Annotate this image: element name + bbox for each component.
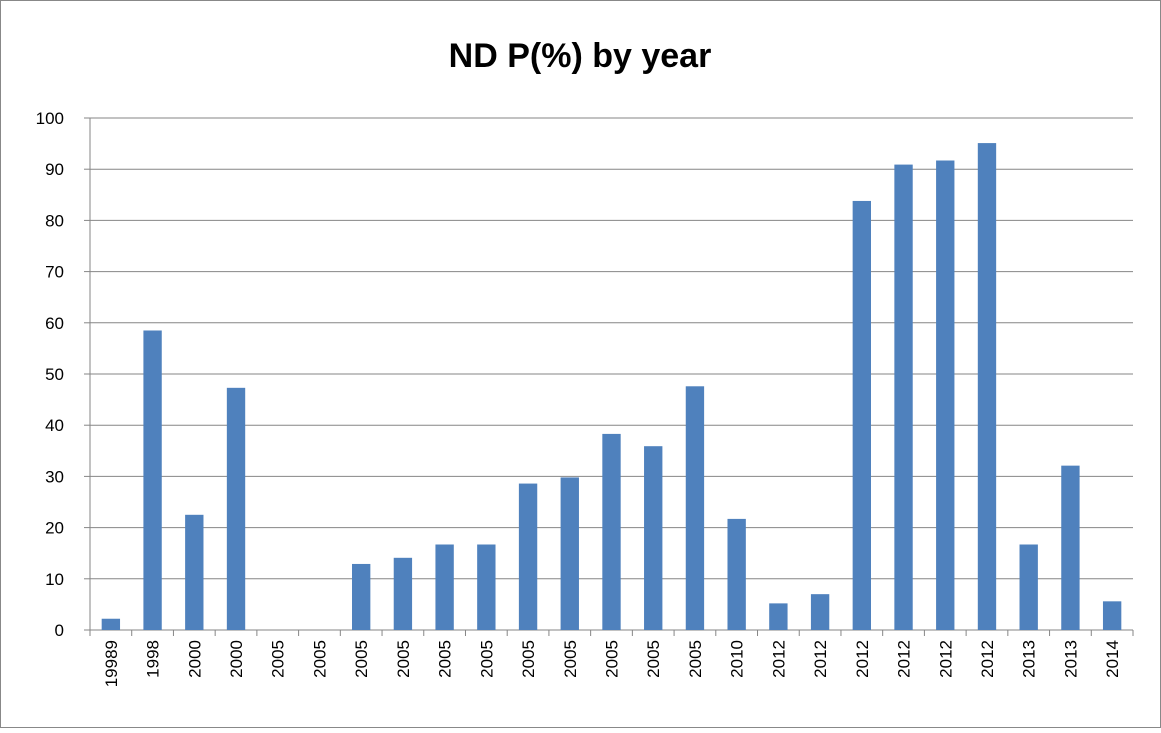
bar xyxy=(226,387,246,630)
x-tick-label: 2012 xyxy=(978,640,997,678)
bar xyxy=(560,477,579,630)
bar xyxy=(769,603,788,630)
x-tick-label: 2012 xyxy=(811,640,830,678)
bar xyxy=(977,143,997,630)
bar xyxy=(727,518,746,630)
bar xyxy=(518,483,538,630)
y-tick-label: 20 xyxy=(45,519,64,538)
y-tick-label: 30 xyxy=(45,467,64,486)
x-tick-label: 2010 xyxy=(728,640,747,678)
y-tick-label: 50 xyxy=(45,365,64,384)
bar xyxy=(852,200,871,630)
bar xyxy=(435,544,454,630)
bar xyxy=(685,386,705,630)
x-tick-label: 2005 xyxy=(644,640,663,678)
y-tick-label: 40 xyxy=(45,416,64,435)
bar xyxy=(101,618,121,630)
x-tick-label: 2000 xyxy=(185,640,204,678)
chart-title: ND P(%) by year xyxy=(449,37,712,75)
x-tick-label: 2013 xyxy=(1020,640,1039,678)
bar xyxy=(1102,601,1122,630)
bar xyxy=(602,433,621,630)
bar xyxy=(810,594,830,630)
x-tick-label: 2005 xyxy=(310,640,329,678)
bar xyxy=(185,514,204,630)
x-tick-label: 2005 xyxy=(519,640,538,678)
y-tick-label: 60 xyxy=(45,314,64,333)
x-tick-label: 2005 xyxy=(561,640,580,678)
x-tick-label: 2005 xyxy=(436,640,455,678)
bar xyxy=(936,160,955,630)
x-tick-label: 2013 xyxy=(1061,640,1080,678)
x-tick-label: 2005 xyxy=(269,640,288,678)
y-tick-label: 90 xyxy=(45,160,64,179)
x-tick-label: 19989 xyxy=(102,640,121,687)
bar xyxy=(477,544,496,630)
bar xyxy=(352,563,371,630)
bar xyxy=(1019,544,1038,630)
x-tick-label: 2012 xyxy=(936,640,955,678)
x-tick-label: 2005 xyxy=(603,640,622,678)
x-tick-label: 2012 xyxy=(895,640,914,678)
x-tick-label: 2005 xyxy=(394,640,413,678)
bar xyxy=(644,446,663,630)
x-tick-label: 1998 xyxy=(144,640,163,678)
y-tick-label: 0 xyxy=(55,621,64,640)
x-tick-label: 2005 xyxy=(477,640,496,678)
y-tick-label: 80 xyxy=(45,211,64,230)
x-tick-label: 2000 xyxy=(227,640,246,678)
y-tick-label: 10 xyxy=(45,570,64,589)
bar xyxy=(143,330,162,630)
y-tick-label: 70 xyxy=(45,263,64,282)
x-tick-label: 2005 xyxy=(686,640,705,678)
bar xyxy=(393,557,413,630)
x-tick-label: 2012 xyxy=(853,640,872,678)
x-tick-label: 2005 xyxy=(352,640,371,678)
x-tick-label: 2012 xyxy=(769,640,788,678)
bar xyxy=(1061,465,1080,630)
x-tick-label: 2014 xyxy=(1103,640,1122,678)
bar xyxy=(894,164,913,631)
y-tick-label: 100 xyxy=(36,109,64,128)
